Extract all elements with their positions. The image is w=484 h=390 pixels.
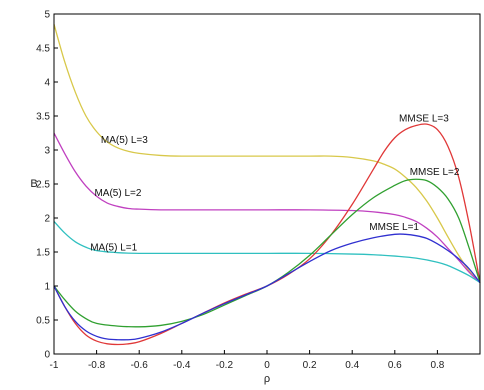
annotation-4: MMSE L=2 [410, 167, 460, 178]
x-tick-label-1: -0.8 [88, 360, 106, 371]
y-tick-label-7: 3.5 [36, 112, 50, 123]
plot-frame [53, 13, 481, 355]
x-tick-label-7: 0.4 [345, 360, 359, 371]
annotation-0: MA(5) L=3 [101, 135, 148, 146]
x-axis-label: ρ [264, 373, 270, 385]
y-tick-label-1: 0.5 [36, 316, 50, 327]
x-tick-label-2: -0.6 [131, 360, 149, 371]
y-tick-label-2: 1 [44, 282, 50, 293]
series-line-4 [53, 178, 481, 328]
x-tick-label-4: -0.2 [216, 360, 234, 371]
annotations-layer: MA(5) L=3 MA(5) L=2 MA(5) L=1 MMSE L=3 MMSE … [90, 113, 460, 253]
x-tick-label-6: 0.2 [303, 360, 317, 371]
y-tick-label-5: 2.5 [36, 180, 50, 191]
series-layer [53, 24, 481, 346]
annotation-1: MA(5) L=2 [94, 188, 141, 199]
y-tick-label-3: 1.5 [36, 248, 50, 259]
annotation-5: MMSE L=1 [369, 222, 419, 233]
series-line-3 [53, 123, 481, 346]
y-tick-label-9: 4.5 [36, 44, 50, 55]
x-tick-label-8: 0.6 [388, 360, 402, 371]
x-tick-label-0: -1 [50, 360, 59, 371]
y-tick-label-10: 5 [44, 10, 50, 21]
series-line-1 [53, 132, 481, 284]
x-tick-label-5: 0 [264, 360, 270, 371]
x-tick-label-3: -0.4 [173, 360, 191, 371]
x-tick-label-9: 0.8 [430, 360, 444, 371]
ticks-layer: -1 -0.8 -0.6 -0.4 -0.2 0 0.2 0.4 0.6 0.8 0 0.5 1 1.5 2… [36, 10, 445, 372]
y-tick-label-6: 3 [44, 146, 50, 157]
series-line-5 [53, 233, 481, 341]
y-tick-label-4: 2 [44, 214, 50, 225]
annotation-2: MA(5) L=1 [90, 243, 137, 254]
y-tick-label-0: 0 [44, 350, 50, 361]
y-axis-label: B [30, 178, 37, 190]
series-line-0 [53, 24, 481, 284]
annotation-3: MMSE L=3 [399, 113, 449, 124]
y-tick-label-8: 4 [44, 78, 50, 89]
series-line-2 [53, 220, 481, 284]
